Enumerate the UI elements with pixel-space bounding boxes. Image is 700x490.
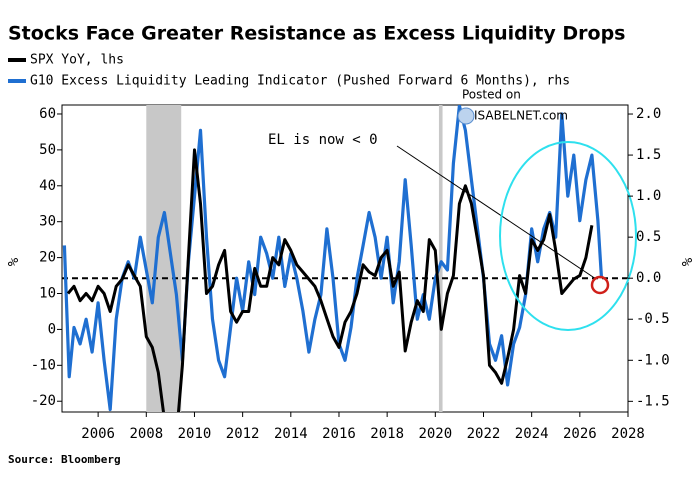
series-line: [66, 148, 594, 412]
x-tick-label: 2008: [129, 426, 163, 442]
x-tick-label: 2028: [611, 426, 645, 442]
x-tick-label: 2022: [467, 426, 501, 442]
series-line: [62, 105, 604, 412]
x-tick-label: 2014: [274, 426, 308, 442]
x-tick-label: 2026: [563, 426, 597, 442]
annotation: EL is now < 0: [268, 132, 378, 148]
highlight-circle: [499, 141, 637, 331]
y2-tick-label: 0.0: [636, 270, 661, 286]
y-tick-label: 40: [39, 178, 56, 194]
y2-tick-label: 1.5: [636, 147, 661, 163]
y-tick-label: 10: [39, 286, 56, 302]
shaded-period: [146, 105, 182, 412]
y-tick-label: -10: [31, 357, 56, 373]
source: Source: Bloomberg: [8, 453, 121, 466]
shaded-period: [438, 105, 443, 412]
annotation-arrow: [396, 145, 597, 280]
highlight-dot: [590, 275, 610, 295]
legend-label: SPX YoY, lhs: [30, 53, 124, 68]
x-tick-label: 2024: [515, 426, 549, 442]
watermark: ISABELNET.com: [474, 109, 568, 123]
y-tick-label: 0: [48, 321, 56, 337]
chart-title: Stocks Face Greater Resistance as Excess…: [8, 23, 625, 45]
y2-axis-label: %: [680, 257, 696, 266]
y2-tick-label: -0.5: [636, 311, 670, 327]
x-tick-label: 2012: [226, 426, 260, 442]
y-tick-label: -20: [31, 393, 56, 409]
y2-tick-label: -1.0: [636, 352, 670, 368]
x-tick-label: 2016: [322, 426, 356, 442]
watermark-logo: [457, 107, 475, 125]
y2-tick-label: 0.5: [636, 229, 661, 245]
x-tick-label: 2006: [81, 426, 115, 442]
y-tick-label: 30: [39, 214, 56, 230]
legend-label: G10 Excess Liquidity Leading Indicator (…: [30, 74, 570, 89]
y-axis-label: %: [6, 257, 22, 266]
x-tick-label: 2018: [370, 426, 404, 442]
plot-frame: [61, 104, 629, 413]
y-tick-label: 50: [39, 142, 56, 158]
plot-area: [62, 105, 628, 412]
x-tick-label: 2020: [418, 426, 452, 442]
x-tick-label: 2010: [178, 426, 212, 442]
y2-tick-label: 1.0: [636, 188, 661, 204]
watermark: Posted on: [462, 88, 521, 102]
y2-tick-label: -1.5: [636, 393, 670, 409]
y-tick-label: 60: [39, 106, 56, 122]
y2-tick-label: 2.0: [636, 106, 661, 122]
y-tick-label: 20: [39, 250, 56, 266]
